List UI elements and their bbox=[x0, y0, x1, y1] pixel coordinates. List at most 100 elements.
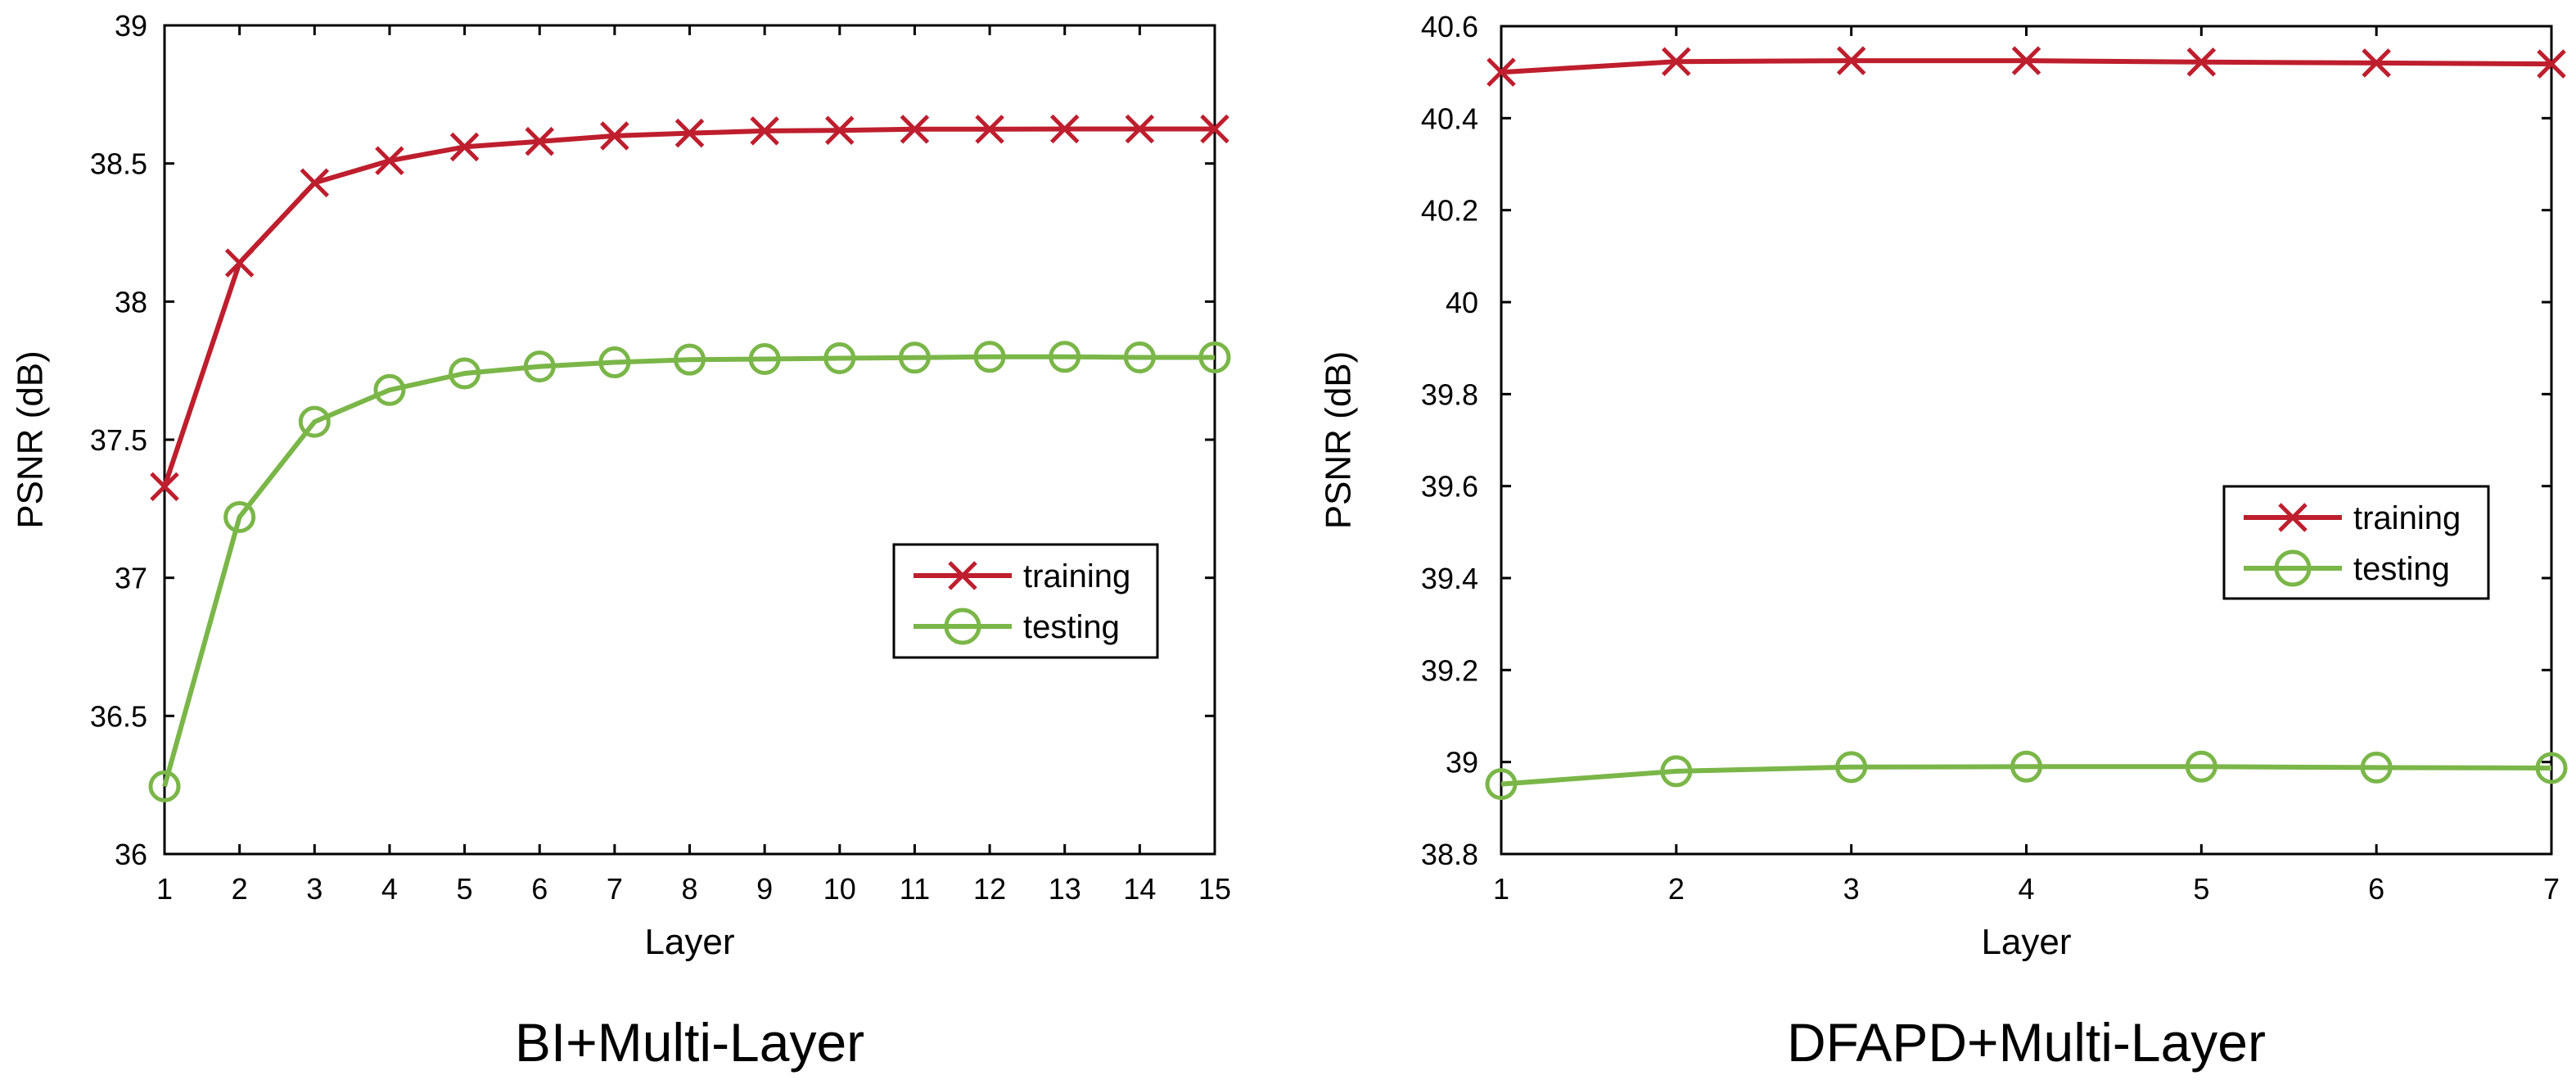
series-testing bbox=[1485, 750, 2568, 801]
data-point-testing bbox=[2010, 750, 2042, 783]
legend-label: testing bbox=[2353, 551, 2450, 587]
chart-title: BI+Multi-Layer bbox=[515, 1012, 864, 1073]
legend-box bbox=[2222, 485, 2490, 600]
y-tick-label: 38.8 bbox=[1421, 838, 1478, 871]
y-tick-label: 40.4 bbox=[1421, 102, 1478, 135]
data-point-training bbox=[300, 168, 330, 198]
data-point-testing bbox=[898, 341, 931, 374]
data-point-training bbox=[2362, 48, 2391, 78]
legend-item-training: training bbox=[914, 558, 1130, 594]
legend-circle-marker-icon bbox=[944, 608, 981, 645]
data-point-training bbox=[1125, 114, 1155, 144]
data-point-training bbox=[2537, 49, 2566, 79]
x-tick-label: 4 bbox=[381, 872, 398, 906]
y-tick-label: 40 bbox=[1446, 286, 1478, 319]
legend-label: testing bbox=[1023, 609, 1120, 645]
data-point-testing bbox=[2360, 751, 2393, 784]
y-tick-label: 39 bbox=[1446, 746, 1478, 779]
x-axis-label: Layer bbox=[1981, 922, 2071, 962]
data-point-training bbox=[674, 118, 705, 148]
y-tick-label: 40.6 bbox=[1421, 10, 1478, 43]
y-tick-label: 39.6 bbox=[1421, 470, 1478, 504]
data-point-testing bbox=[523, 350, 556, 383]
data-point-testing bbox=[1123, 341, 1156, 373]
series-line-testing bbox=[1500, 764, 2552, 787]
data-point-training bbox=[2011, 46, 2041, 75]
data-point-training bbox=[224, 248, 255, 278]
legend-x-marker-icon bbox=[2278, 503, 2308, 532]
data-point-testing bbox=[823, 341, 856, 374]
data-point-testing bbox=[674, 343, 706, 376]
x-tick-label: 3 bbox=[1843, 872, 1860, 906]
data-point-testing bbox=[148, 770, 181, 802]
data-point-training bbox=[449, 132, 480, 162]
legend-item-training: training bbox=[2244, 500, 2461, 536]
data-point-testing bbox=[1660, 755, 1693, 788]
data-point-training bbox=[2186, 47, 2217, 77]
data-point-testing bbox=[223, 500, 256, 533]
legend-label: training bbox=[1023, 558, 1130, 594]
x-tick-label: 5 bbox=[2193, 872, 2209, 906]
y-tick-label: 39.2 bbox=[1421, 653, 1478, 687]
x-tick-label: 1 bbox=[1493, 872, 1509, 906]
series-testing bbox=[148, 341, 1231, 802]
data-point-testing bbox=[1835, 751, 1868, 784]
y-tick-label: 40.2 bbox=[1421, 194, 1478, 228]
y-tick-label: 38.5 bbox=[90, 147, 147, 181]
x-tick-label: 6 bbox=[531, 872, 548, 906]
legend-box bbox=[892, 543, 1159, 659]
data-point-training bbox=[1200, 114, 1229, 144]
x-tick-label: 8 bbox=[681, 872, 697, 906]
y-tick-label: 37 bbox=[115, 562, 147, 595]
chart-title: DFAPD+Multi-Layer bbox=[1787, 1012, 2266, 1073]
x-axis-label: Layer bbox=[644, 922, 734, 962]
y-tick-label: 36.5 bbox=[90, 699, 147, 733]
x-tick-label: 11 bbox=[900, 872, 930, 906]
data-point-testing bbox=[598, 346, 631, 379]
x-tick-label: 2 bbox=[232, 872, 248, 906]
y-tick-label: 39.4 bbox=[1421, 562, 1478, 595]
series-training bbox=[1487, 46, 2566, 87]
data-point-testing bbox=[1198, 341, 1231, 373]
x-tick-label: 3 bbox=[306, 872, 323, 906]
x-tick-label: 14 bbox=[1123, 872, 1156, 906]
x-tick-label: 7 bbox=[2543, 872, 2560, 906]
legend-x-marker-icon bbox=[948, 561, 977, 590]
data-point-training bbox=[1049, 114, 1080, 144]
x-tick-label: 7 bbox=[607, 872, 623, 906]
data-point-testing bbox=[1049, 341, 1081, 373]
x-tick-label: 12 bbox=[973, 872, 1006, 906]
data-point-testing bbox=[449, 357, 481, 390]
x-tick-label: 10 bbox=[823, 872, 856, 906]
y-tick-label: 36 bbox=[115, 838, 147, 871]
data-point-testing bbox=[2535, 752, 2568, 784]
plot-frame bbox=[1500, 25, 2553, 856]
data-point-testing bbox=[373, 373, 406, 406]
x-tick-label: 5 bbox=[457, 872, 473, 906]
data-point-testing bbox=[2185, 750, 2217, 783]
y-tick-label: 38 bbox=[115, 285, 147, 319]
y-tick-label: 37.5 bbox=[90, 423, 147, 457]
x-tick-label: 4 bbox=[2018, 872, 2034, 906]
legend-circle-marker-icon bbox=[2274, 549, 2312, 587]
data-point-testing bbox=[973, 341, 1006, 373]
data-point-testing bbox=[748, 342, 781, 375]
y-axis-label: PSNR (dB) bbox=[11, 350, 51, 529]
data-point-training bbox=[1662, 47, 1691, 77]
data-point-training bbox=[600, 121, 629, 151]
legend-item-testing: testing bbox=[914, 608, 1120, 645]
legend-item-testing: testing bbox=[2244, 549, 2450, 587]
x-tick-label: 9 bbox=[756, 872, 773, 906]
x-tick-label: 2 bbox=[1668, 872, 1685, 906]
data-point-training bbox=[375, 146, 404, 176]
data-point-training bbox=[825, 115, 855, 145]
data-point-testing bbox=[298, 405, 331, 438]
data-point-training bbox=[150, 472, 179, 502]
legend: training testing bbox=[892, 543, 1159, 659]
x-tick-label: 13 bbox=[1049, 872, 1081, 906]
x-tick-label: 15 bbox=[1198, 872, 1231, 906]
data-point-training bbox=[525, 126, 554, 156]
y-tick-label: 39.8 bbox=[1421, 377, 1478, 411]
data-point-training bbox=[1836, 46, 1866, 75]
